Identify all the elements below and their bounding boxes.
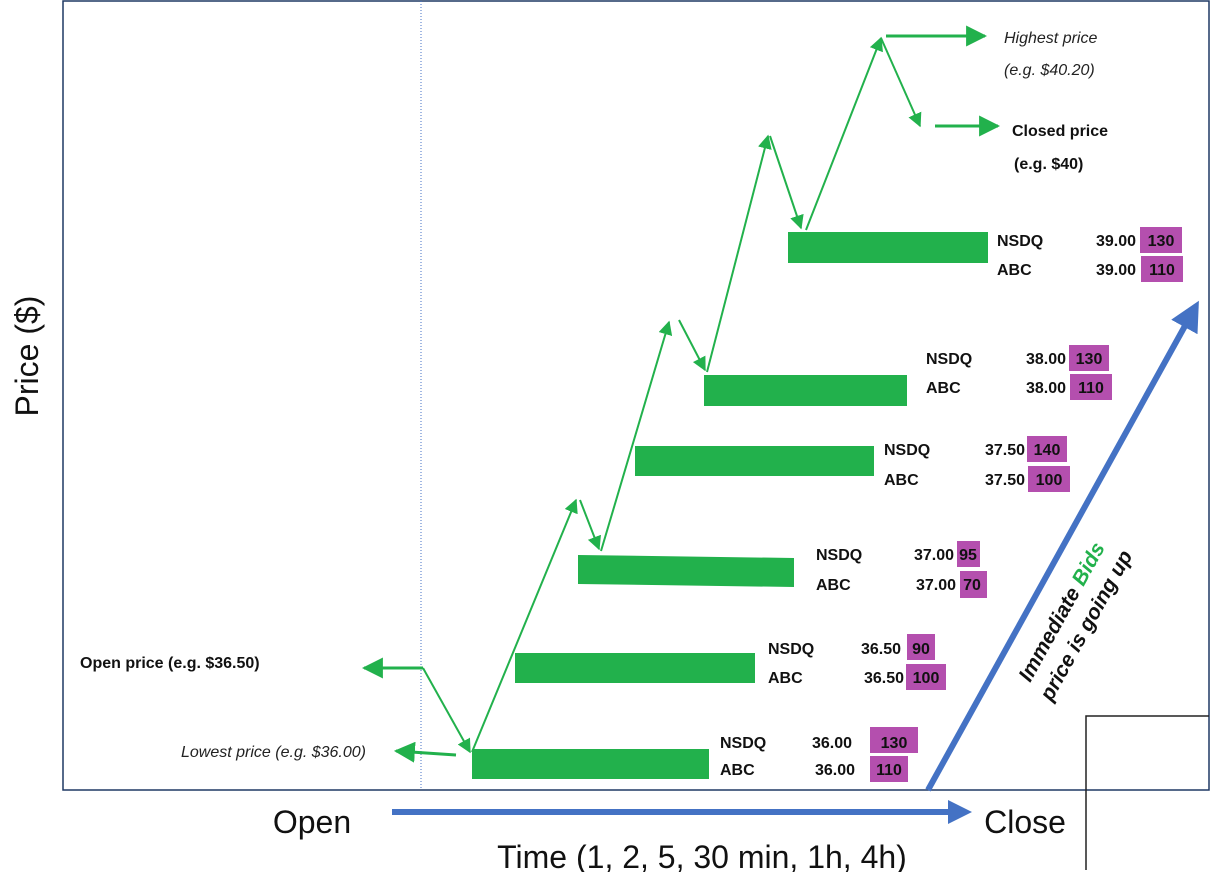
bid-size-badge [907, 634, 935, 660]
bid-exchange: ABC [926, 380, 961, 397]
bid-exchange: ABC [816, 577, 851, 594]
bid-level-1: NSDQ 36.50 90 ABC 36.50 100 [515, 634, 946, 690]
bid-size: 110 [1078, 380, 1104, 397]
trend-arrow [925, 300, 1199, 792]
bid-exchange: NSDQ [768, 641, 814, 658]
bid-size: 90 [912, 641, 930, 658]
bid-size-badge [1140, 227, 1182, 253]
callout-arrows [361, 25, 1001, 763]
highest-price-example: (e.g. $40.20) [1004, 62, 1095, 79]
bid-level-5: NSDQ 39.00 130 ABC 39.00 110 [788, 227, 1183, 282]
bid-exchange: NSDQ [720, 735, 766, 752]
bid-size-badge [1027, 436, 1067, 462]
path-segment [880, 37, 922, 128]
lowest-price-arrow [393, 741, 457, 763]
bid-size-badge [957, 541, 980, 567]
bid-level-3: NSDQ 37.50 140 ABC 37.50 100 [635, 436, 1070, 492]
bid-exchange: NSDQ [926, 351, 972, 368]
bid-size: 70 [963, 577, 981, 594]
bid-size-badge [870, 756, 908, 782]
bid-bar [515, 653, 755, 683]
bid-price: 39.00 [1096, 233, 1136, 250]
bid-price: 38.00 [1026, 351, 1066, 368]
bid-size-badge [960, 571, 987, 598]
bid-bar [578, 555, 794, 587]
bid-size: 130 [1076, 351, 1103, 368]
bid-size: 95 [959, 547, 977, 564]
bid-exchange: ABC [768, 670, 803, 687]
bid-size: 130 [881, 735, 908, 752]
bid-price: 36.00 [812, 735, 852, 752]
bid-size-badge [1028, 466, 1070, 492]
bid-price: 37.00 [916, 577, 956, 594]
bid-size: 100 [1036, 472, 1063, 489]
bid-exchange: ABC [884, 472, 919, 489]
bid-size-badge [1069, 345, 1109, 371]
path-segment [769, 135, 804, 230]
path-segment [422, 667, 471, 754]
bid-size-badge [1141, 256, 1183, 282]
trend-label: Immediate Bids price is going up [1014, 539, 1137, 706]
bid-exchange: ABC [997, 262, 1032, 279]
bid-size-badge [906, 664, 946, 690]
x-axis-label: Time (1, 2, 5, 30 min, 1h, 4h) [497, 839, 907, 872]
x-axis-end-label: Close [984, 804, 1066, 840]
path-segment [706, 134, 772, 373]
bid-size: 130 [1148, 233, 1175, 250]
bid-bar [704, 375, 907, 406]
bid-price: 37.50 [985, 472, 1025, 489]
bid-exchange: ABC [720, 762, 755, 779]
path-segment [579, 499, 601, 551]
closed-price-label: Closed price [1012, 123, 1108, 140]
bid-size: 140 [1034, 442, 1061, 459]
bid-exchange: NSDQ [884, 442, 930, 459]
path-segment [805, 36, 883, 231]
bid-bar [788, 232, 988, 263]
bid-exchange: NSDQ [997, 233, 1043, 250]
chart-frame [62, 0, 1210, 791]
bid-size: 110 [876, 762, 902, 779]
bid-price: 36.50 [861, 641, 901, 658]
bid-size: 110 [1149, 262, 1175, 279]
bid-price: 37.50 [985, 442, 1025, 459]
bid-size-badge [1070, 374, 1112, 400]
path-segment [678, 319, 706, 372]
bid-size-badge [870, 727, 918, 753]
bid-exchange: NSDQ [816, 547, 862, 564]
price-path [422, 36, 922, 754]
open-price-label: Open price (e.g. $36.50) [80, 655, 260, 672]
y-axis-label: Price ($) [9, 296, 45, 417]
bid-size: 100 [913, 670, 940, 687]
bid-price: 36.00 [815, 762, 855, 779]
bid-price: 37.00 [914, 547, 954, 564]
time-axis-arrowhead [948, 800, 972, 824]
highest-price-label: Highest price [1004, 30, 1097, 47]
inset-box [1085, 715, 1209, 870]
bid-level-0: NSDQ 36.00 130 ABC 36.00 110 [472, 727, 918, 782]
bid-bar [635, 446, 874, 476]
path-segment [471, 498, 578, 753]
bid-price: 38.00 [1026, 380, 1066, 397]
x-axis-start-label: Open [273, 804, 351, 840]
bid-level-2: NSDQ 37.00 95 ABC 37.00 70 [578, 541, 987, 598]
bid-price: 36.50 [864, 670, 904, 687]
bid-level-4: NSDQ 38.00 130 ABC 38.00 110 [704, 345, 1112, 406]
closed-price-example: (e.g. $40) [1014, 156, 1083, 173]
bid-price: 39.00 [1096, 262, 1136, 279]
lowest-price-label: Lowest price (e.g. $36.00) [181, 744, 366, 761]
path-segment [600, 320, 673, 552]
bid-bar [472, 749, 709, 779]
